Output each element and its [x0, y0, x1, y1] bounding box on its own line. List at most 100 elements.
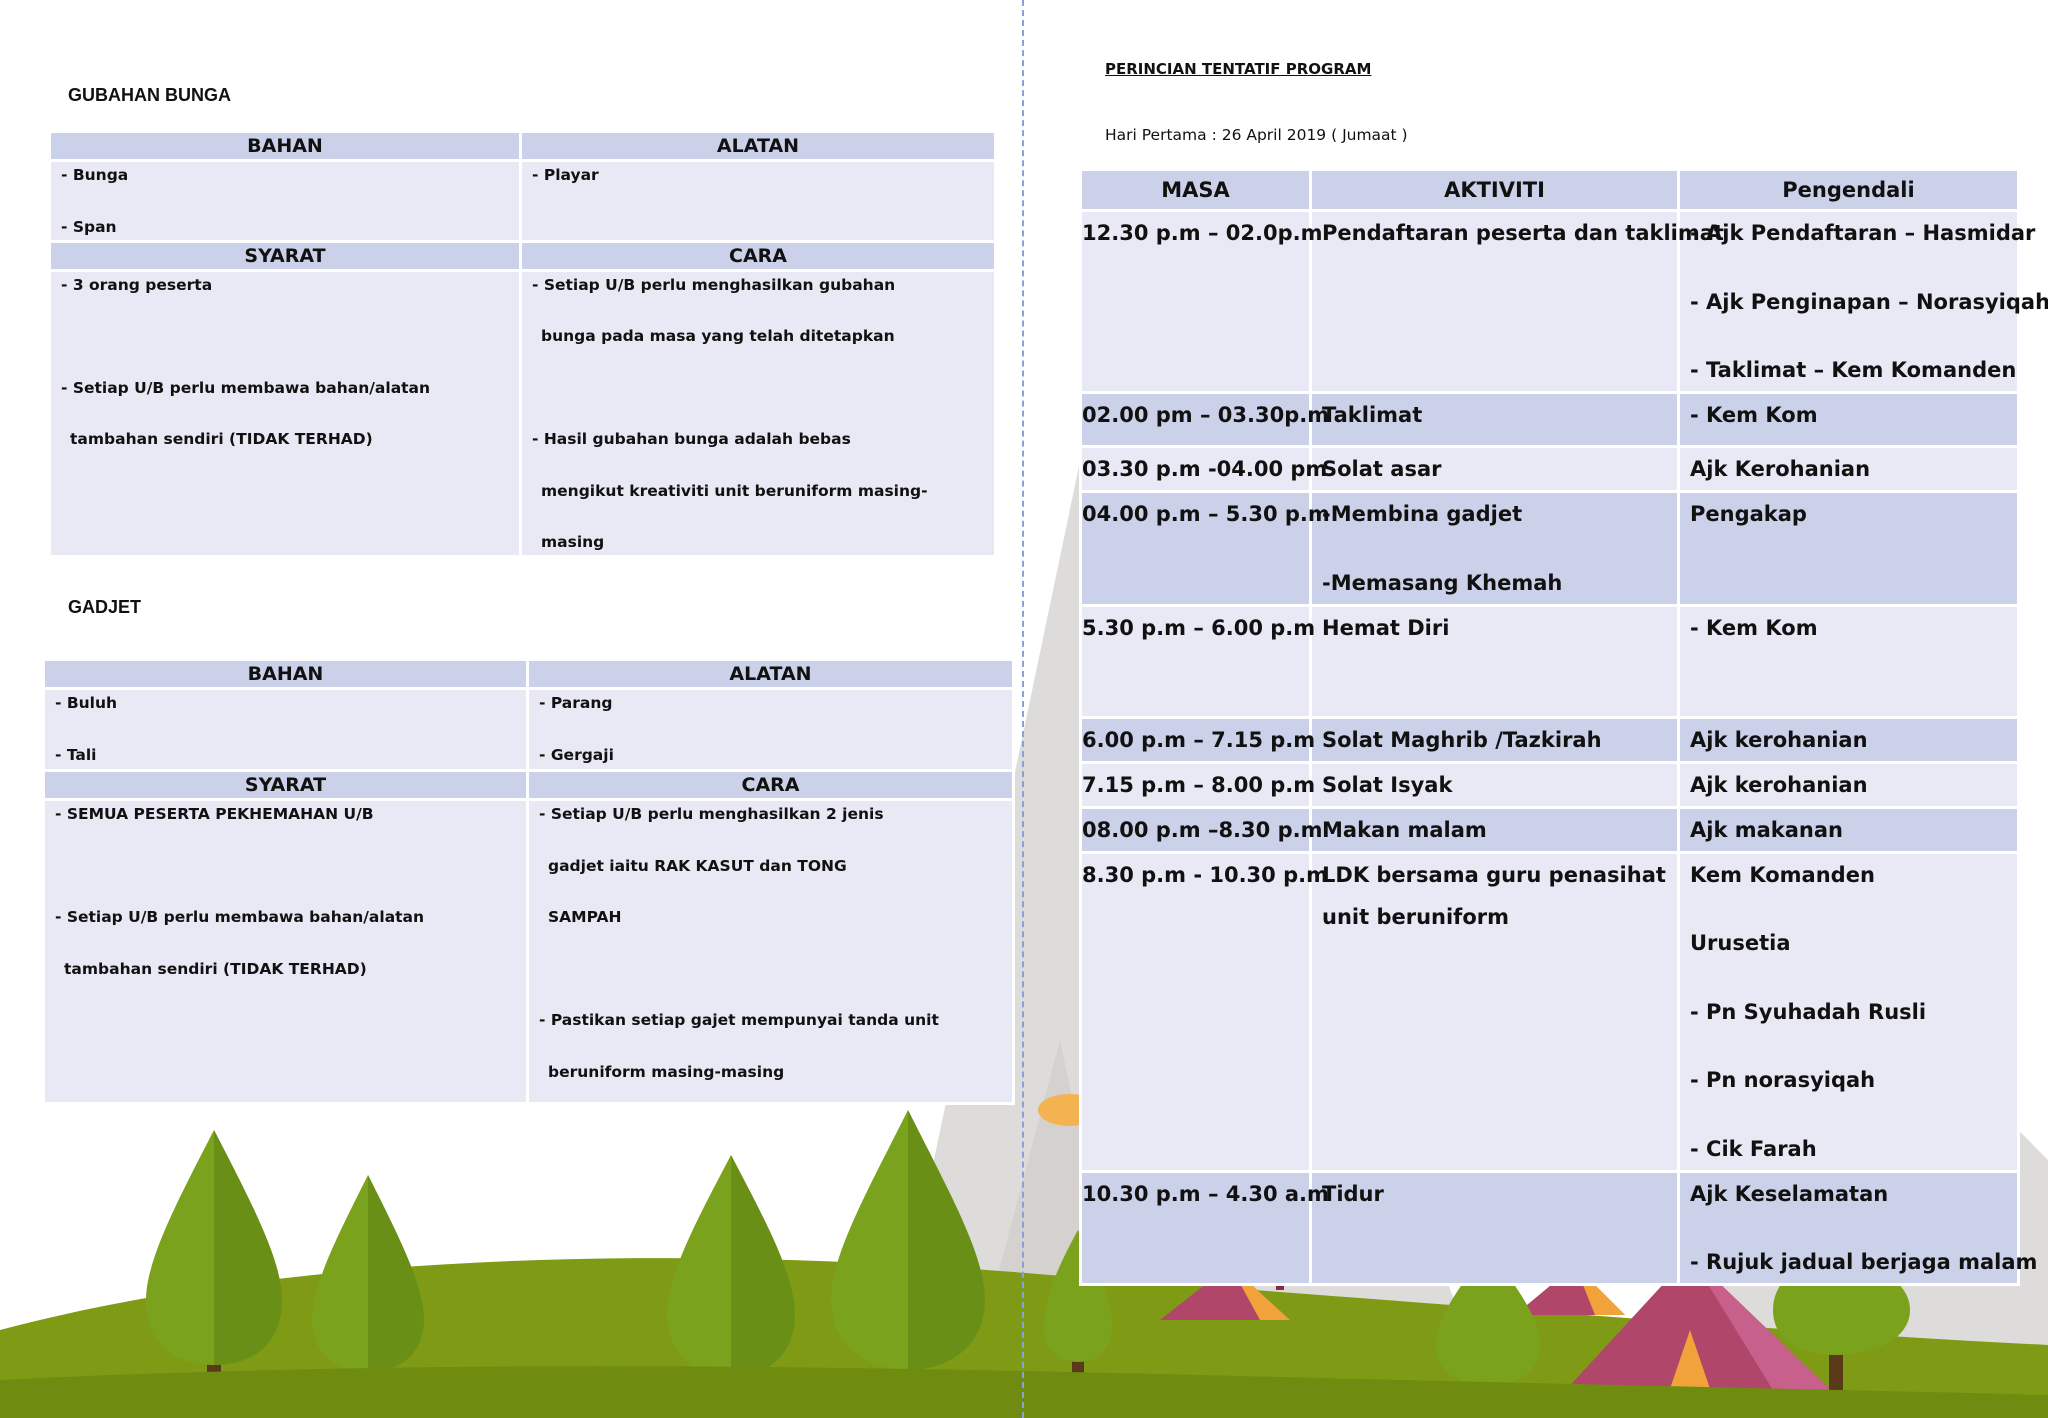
schedule-table: MASA AKTIVITI Pengendali 12.30 p.m – 02.…: [1079, 168, 2048, 1286]
schedule-masa: 03.30 p.m -04.00 pm: [1079, 445, 1327, 493]
gadjet-bahan-cell: - Buluh - Tali: [42, 687, 529, 772]
schedule-masa: 08.00 p.m –8.30 p.m: [1079, 805, 1322, 854]
schedule-row: 10.30 p.m – 4.30 a.m Tidur Ajk Keselamatan…: [1079, 1169, 2038, 1286]
schedule-masa: 8.30 p.m - 10.30 p.m: [1079, 850, 1328, 1173]
schedule-pengendali-line: Ajk kerohanian: [1690, 772, 1868, 797]
gubahan-bahan-item: - Bunga: [61, 166, 129, 184]
gubahan-cara-item: mengikut kreativiti unit beruniform masi…: [541, 481, 928, 500]
schedule-pengendali: Kem Komanden Urusetia - Pn Syuhadah Rusli -…: [1677, 850, 2020, 1173]
schedule-aktiviti-line: Makan malam: [1322, 817, 1487, 842]
schedule-aktiviti: Solat Maghrib /Tazkirah: [1309, 715, 1680, 764]
schedule-pengendali-line: - Ajk Pendaftaran – Hasmidar: [1690, 221, 2036, 245]
schedule-pengendali: - Ajk Pendaftaran – Hasmidar - Ajk Pengin…: [1677, 209, 2048, 394]
gadjet-syarat-item: - SEMUA PESERTA PEKHEMAHAN U/B: [55, 805, 374, 823]
pengendali-header: Pengendali: [1677, 168, 2020, 212]
schedule-pengendali: - Kem Kom: [1677, 603, 2020, 719]
schedule-aktiviti-line: -Memasang Khemah: [1322, 570, 1563, 595]
schedule-pengendali-line: Ajk Keselamatan: [1690, 1181, 1889, 1206]
gubahan-syarat-item: - Setiap U/B perlu membawa bahan/alatan: [61, 378, 431, 397]
gadjet-alatan-item: - Gergaji: [539, 745, 614, 764]
schedule-masa: 10.30 p.m – 4.30 a.m: [1079, 1169, 1329, 1286]
schedule-aktiviti: Pendaftaran peserta dan taklimat: [1309, 209, 1724, 394]
schedule-pengendali-line: Urusetia: [1690, 931, 1791, 955]
schedule-row: 8.30 p.m - 10.30 p.m LDK bersama guru pen…: [1079, 850, 2020, 1173]
schedule-aktiviti: Solat asar: [1309, 445, 1680, 493]
gadjet-alatan-header: ALATAN: [526, 658, 1015, 690]
gubahan-syarat-cell: - 3 orang peserta - Setiap U/B perlu mem…: [48, 268, 522, 558]
schedule-aktiviti: LDK bersama guru penasihat unit berunifo…: [1309, 850, 1680, 1173]
gubahan-alatan-header: ALATAN: [519, 130, 997, 162]
gubahan-cara-item: [532, 375, 984, 427]
schedule-masa: 6.00 p.m – 7.15 p.m: [1079, 715, 1315, 764]
schedule-aktiviti: Hemat Diri: [1309, 603, 1680, 719]
schedule-aktiviti-line: Tidur: [1322, 1181, 1384, 1206]
page-divider: [1022, 0, 1024, 1418]
schedule-aktiviti-line: Solat Maghrib /Tazkirah: [1322, 727, 1602, 752]
schedule-pengendali-line: - Rujuk jadual berjaga malam: [1690, 1250, 2038, 1274]
gubahan-bahan-cell: - Bunga - Span: [48, 159, 522, 243]
schedule-pengendali: Pengakap: [1677, 490, 2020, 607]
schedule-aktiviti: Taklimat: [1309, 391, 1680, 448]
gadjet-syarat-item: [55, 853, 516, 905]
gadjet-cara-item: - Setiap U/B perlu menghasilkan 2 jenis: [539, 805, 884, 823]
schedule-masa: 7.15 p.m – 8.00 p.m: [1079, 760, 1315, 809]
schedule-pengendali-line: Pengakap: [1690, 502, 1807, 526]
schedule-aktiviti-line: -Membina gadjet: [1322, 502, 1523, 526]
gadjet-syarat-cell: - SEMUA PESERTA PEKHEMAHAN U/B - Setiap …: [42, 798, 529, 1105]
gubahan-cara-cell: - Setiap U/B perlu menghasilkan gubahan …: [519, 268, 997, 558]
schedule-aktiviti-line: LDK bersama guru penasihat unit berunifo…: [1322, 862, 1666, 929]
schedule-row: 08.00 p.m –8.30 p.m Makan malam Ajk makana…: [1079, 805, 2020, 854]
schedule-pengendali: Ajk kerohanian: [1677, 760, 2020, 809]
gubahan-cara-item: bunga pada masa yang telah ditetapkan: [541, 327, 895, 345]
schedule-pengendali-line: - Pn norasyiqah: [1690, 1068, 1876, 1092]
gubahan-syarat-item: [61, 323, 509, 375]
gadjet-alatan-cell: - Parang - Gergaji: [526, 687, 1015, 772]
gubahan-syarat-item: - 3 orang peserta: [61, 275, 213, 294]
schedule-pengendali: Ajk Keselamatan - Rujuk jadual berjaga ma…: [1677, 1169, 2038, 1286]
schedule-row: 12.30 p.m – 02.0p.m Pendaftaran peserta d…: [1079, 209, 2048, 394]
gubahan-alatan-cell: - Playar: [519, 159, 997, 243]
gubahan-syarat-header: SYARAT: [48, 239, 522, 272]
gadjet-syarat-item: tambahan sendiri (TIDAK TERHAD): [64, 959, 367, 978]
program-title: PERINCIAN TENTATIF PROGRAM: [1105, 60, 1372, 78]
schedule-pengendali: - Kem Kom: [1677, 391, 2020, 448]
schedule-pengendali-line: - Taklimat – Kem Komanden: [1690, 358, 2017, 382]
schedule-aktiviti-line: Pendaftaran peserta dan taklimat: [1322, 221, 1724, 245]
gadjet-bahan-item: - Tali: [55, 745, 97, 764]
gadjet-cara-item: [539, 956, 1002, 1008]
gubahan-alatan-item: - Playar: [532, 166, 599, 184]
gubahan-cara-item: masing: [541, 533, 605, 551]
gadjet-bahan-item: - Buluh: [55, 694, 118, 712]
schedule-aktiviti: Solat Isyak: [1309, 760, 1680, 809]
schedule-pengendali-line: - Kem Kom: [1690, 615, 1818, 640]
gadjet-syarat-item: - Setiap U/B perlu membawa bahan/alatan: [55, 908, 425, 926]
schedule-aktiviti-line: Solat asar: [1322, 457, 1442, 481]
gadjet-cara-header: CARA: [526, 769, 1015, 801]
aktiviti-header: AKTIVITI: [1309, 168, 1680, 212]
schedule-masa: 5.30 p.m – 6.00 p.m: [1079, 603, 1315, 719]
gubahan-cara-item: - Setiap U/B perlu menghasilkan gubahan: [532, 275, 896, 294]
gadjet-cara-item: - Pastikan setiap gajet mempunyai tanda …: [539, 1011, 939, 1029]
schedule-masa: 12.30 p.m – 02.0p.m: [1079, 209, 1322, 394]
schedule-aktiviti-line: Solat Isyak: [1322, 772, 1453, 797]
program-day: Hari Pertama : 26 April 2019 ( Jumaat ): [1105, 126, 1408, 144]
schedule-aktiviti: -Membina gadjet -Memasang Khemah: [1309, 490, 1680, 607]
gubahan-syarat-item: tambahan sendiri (TIDAK TERHAD): [70, 430, 373, 448]
schedule-pengendali-line: - Kem Kom: [1690, 403, 1818, 427]
schedule-row: 7.15 p.m – 8.00 p.m Solat Isyak Ajk keroha…: [1079, 760, 2020, 809]
gadjet-cara-item: beruniform masing-masing: [548, 1062, 785, 1081]
schedule-masa: 04.00 p.m – 5.30 p.m: [1079, 490, 1330, 607]
gadjet-heading: GADJET: [68, 597, 142, 617]
schedule-aktiviti: Makan malam: [1309, 805, 1680, 854]
schedule-pengendali-line: Ajk kerohanian: [1690, 727, 1868, 752]
gubahan-heading: GUBAHAN BUNGA: [68, 85, 231, 105]
gubahan-cara-header: CARA: [519, 239, 997, 272]
schedule-aktiviti: Tidur: [1309, 1169, 1680, 1286]
schedule-aktiviti-line: Hemat Diri: [1322, 615, 1450, 640]
schedule-row: 5.30 p.m – 6.00 p.m Hemat Diri - Kem Kom: [1079, 603, 2020, 719]
schedule-body: 12.30 p.m – 02.0p.m Pendaftaran peserta d…: [1079, 209, 2048, 1286]
gadjet-cara-item: gadjet iaitu RAK KASUT dan TONG: [548, 856, 847, 875]
schedule-row: 6.00 p.m – 7.15 p.m Solat Maghrib /Tazkir…: [1079, 715, 2020, 764]
gadjet-table: BAHAN ALATAN - Buluh - Tali - Parang - G…: [42, 658, 1015, 1105]
schedule-aktiviti-line: Taklimat: [1322, 403, 1423, 427]
